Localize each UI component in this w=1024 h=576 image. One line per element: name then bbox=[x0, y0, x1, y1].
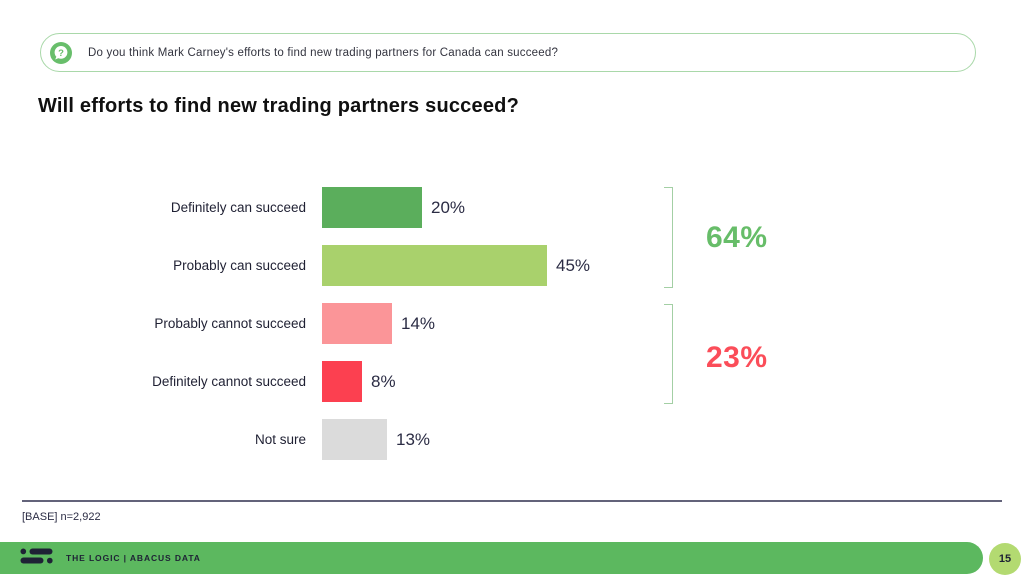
bar-value-label: 8% bbox=[371, 371, 396, 391]
question-text: Do you think Mark Carney's efforts to fi… bbox=[88, 46, 559, 59]
bar-row: Probably cannot succeed 14% bbox=[0, 303, 590, 344]
bar-category-label: Not sure bbox=[254, 432, 306, 447]
question-bubble-icon: ? bbox=[50, 41, 72, 64]
footer-divider bbox=[22, 500, 1002, 502]
bar-value-label: 14% bbox=[401, 313, 436, 333]
bar-row: Definitely can succeed 20% bbox=[0, 187, 590, 228]
bar-value-label: 13% bbox=[396, 429, 431, 449]
bar bbox=[322, 303, 392, 344]
page-number-badge: 15 bbox=[989, 543, 1021, 575]
bar-chart: Definitely can succeed 20% Probably can su… bbox=[0, 187, 590, 477]
bar-category-label: Probably cannot succeed bbox=[154, 316, 306, 331]
bar-value-label: 45% bbox=[556, 255, 591, 275]
bar-row: Probably can succeed 45% bbox=[0, 245, 590, 286]
footer-bar: THE LOGIC | ABACUS DATA bbox=[0, 542, 983, 574]
the-logic-logo bbox=[20, 548, 53, 569]
bar-category-label: Definitely cannot succeed bbox=[152, 374, 306, 389]
base-note: [BASE] n=2,922 bbox=[22, 511, 101, 523]
bracket-cannot-succeed bbox=[664, 304, 673, 404]
bar bbox=[322, 187, 422, 228]
bar-row: Not sure 13% bbox=[0, 419, 590, 460]
bracket-can-succeed bbox=[664, 187, 673, 288]
group-total-can-succeed: 64% bbox=[706, 221, 768, 254]
question-banner: ? Do you think Mark Carney's efforts to … bbox=[40, 33, 976, 72]
bar bbox=[322, 361, 362, 402]
bar-value-label: 20% bbox=[431, 197, 466, 217]
bar bbox=[322, 419, 387, 460]
bar-category-label: Probably can succeed bbox=[173, 258, 306, 273]
footer-brand-text: THE LOGIC | ABACUS DATA bbox=[66, 553, 201, 563]
bar-category-label: Definitely can succeed bbox=[170, 200, 306, 215]
bar-row: Definitely cannot succeed 8% bbox=[0, 361, 590, 402]
group-total-cannot-succeed: 23% bbox=[706, 341, 768, 374]
svg-text:?: ? bbox=[58, 47, 64, 58]
bar bbox=[322, 245, 547, 286]
page-title: Will efforts to find new trading partner… bbox=[38, 95, 519, 117]
